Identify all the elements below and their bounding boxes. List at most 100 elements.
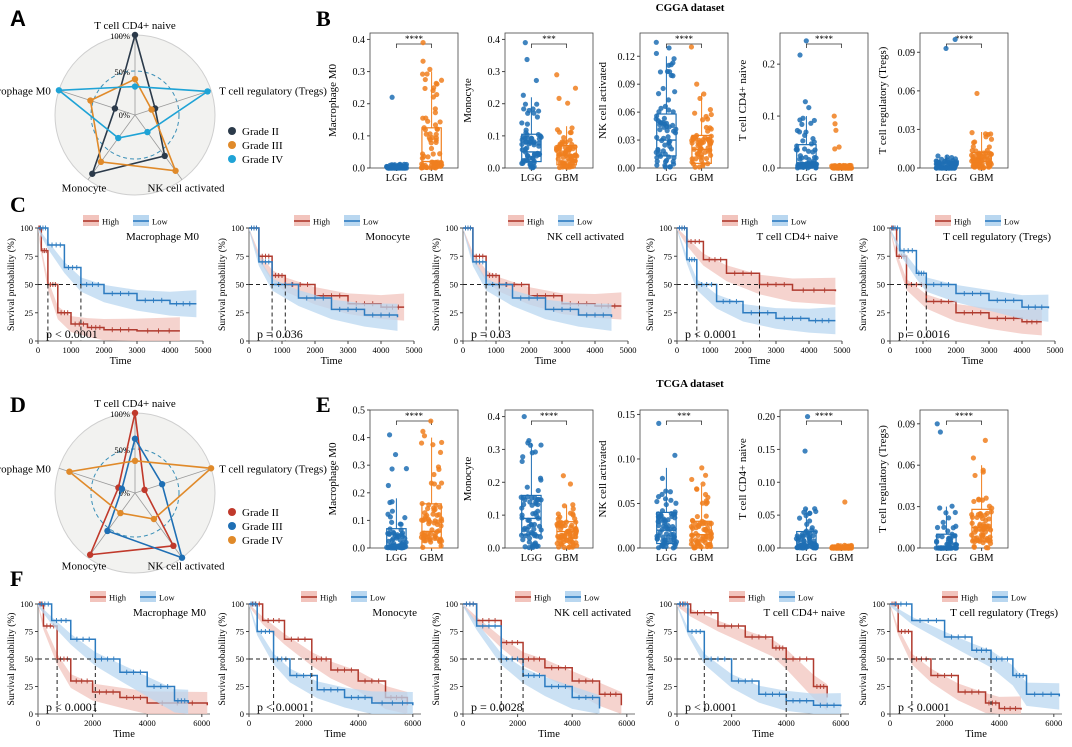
y-tick-label: 0.2 — [488, 478, 501, 489]
radar-axis-label: NK cell activated — [148, 183, 225, 195]
legend-high: High — [961, 593, 979, 603]
y-axis-label: Survival probability (%) — [858, 238, 869, 331]
data-point — [704, 499, 710, 506]
data-point — [565, 100, 571, 106]
data-point — [554, 72, 560, 78]
data-point — [832, 146, 838, 152]
legend-low: Low — [1004, 217, 1020, 227]
y-tick-label: 50 — [236, 654, 245, 664]
y-tick-label: 0 — [454, 709, 458, 719]
data-point — [661, 115, 667, 122]
p-value: p = 0.03 — [471, 327, 511, 341]
survival-plot-F3: High Low 0 25 50 75 100 0 2000 4000 6000 Time Surviv… — [431, 591, 635, 740]
data-point — [420, 428, 426, 435]
y-tick-label: 0.06 — [898, 86, 916, 97]
data-point — [534, 114, 541, 120]
data-point — [560, 473, 566, 479]
survival-curve-low — [890, 227, 1050, 309]
x-tick-label: LGG — [936, 173, 958, 184]
data-point — [982, 537, 988, 543]
radar-axis-label: Monocyte — [62, 183, 107, 195]
data-point — [387, 514, 393, 520]
radar-point — [111, 105, 119, 112]
p-value: p < 0.0001 — [685, 327, 737, 341]
y-tick-label: 0.15 — [758, 445, 776, 456]
confidence-band-low — [890, 228, 1049, 322]
y-tick-label: 25 — [664, 308, 673, 318]
x-tick-label: 0 — [461, 345, 465, 355]
data-point — [653, 50, 660, 57]
data-point — [559, 159, 565, 165]
data-point — [655, 91, 662, 97]
data-point — [532, 540, 538, 546]
y-tick-label: 0.03 — [618, 136, 636, 147]
y-axis-label: T cell regulatory (Tregs) — [877, 46, 889, 154]
x-tick-label: LGG — [796, 173, 818, 184]
radar-point — [104, 527, 111, 535]
legend-label: Grade III — [242, 140, 283, 152]
radar-point — [86, 551, 94, 558]
data-point — [706, 541, 712, 547]
data-point — [531, 142, 537, 148]
data-point — [934, 524, 941, 531]
legend-low: Low — [370, 593, 386, 603]
data-point — [522, 40, 528, 46]
data-point — [568, 129, 574, 136]
data-point — [431, 471, 437, 478]
data-point — [520, 454, 526, 460]
data-point — [660, 119, 666, 126]
data-point — [556, 95, 562, 101]
box-iqr — [421, 127, 442, 169]
y-tick-label: 100 — [231, 599, 244, 609]
data-point — [536, 143, 542, 149]
x-tick-label: GBM — [690, 553, 715, 564]
significance-bracket — [396, 43, 432, 48]
y-tick-label: 75 — [664, 627, 673, 637]
data-point — [438, 480, 445, 486]
data-point — [524, 526, 530, 533]
y-tick-label: 0 — [29, 336, 33, 346]
data-point — [707, 528, 713, 535]
plot-frame — [919, 409, 1009, 549]
x-tick-label: 0 — [888, 345, 892, 355]
data-point — [706, 521, 712, 527]
data-point — [432, 110, 438, 116]
x-axis-label: Time — [113, 729, 135, 740]
data-point — [798, 164, 804, 170]
radar-point — [141, 486, 148, 494]
y-tick-label: 75 — [25, 251, 34, 261]
plot-frame — [919, 32, 1009, 169]
radar-axis-label: T cell regulatory (Tregs) — [219, 85, 327, 97]
data-point — [705, 494, 711, 501]
data-point — [531, 110, 537, 116]
box-iqr — [521, 133, 542, 163]
data-point — [520, 537, 526, 543]
data-point — [982, 512, 988, 518]
radar-axis-label: Macrophage M0 — [0, 463, 51, 475]
data-point — [428, 418, 434, 424]
confidence-band-high — [249, 604, 408, 714]
radar-point — [131, 75, 139, 83]
data-point — [567, 137, 573, 143]
data-point — [561, 503, 568, 509]
box-iqr — [796, 530, 817, 549]
survival-plot-F5: High Low 0 25 50 75 100 0 2000 4000 6000 Time Surviv… — [858, 591, 1062, 740]
plot-frame — [779, 32, 869, 169]
data-point — [570, 502, 576, 508]
data-point — [389, 466, 395, 472]
data-point — [567, 544, 573, 550]
data-point — [807, 162, 813, 168]
y-tick-label: 0.1 — [353, 516, 366, 527]
data-point — [804, 413, 811, 420]
data-point — [565, 145, 571, 152]
confidence-band-high — [38, 604, 208, 714]
data-point — [534, 497, 540, 503]
boxplot-E3: 0.00 0.05 0.10 0.15 NK cell activated LGG GBM *… — [597, 409, 729, 564]
significance-label: **** — [675, 34, 694, 44]
legend-marker — [228, 127, 236, 135]
data-point — [665, 134, 671, 140]
y-axis-label: Survival probability (%) — [645, 238, 656, 331]
subplot-title: Monocyte — [365, 231, 410, 243]
